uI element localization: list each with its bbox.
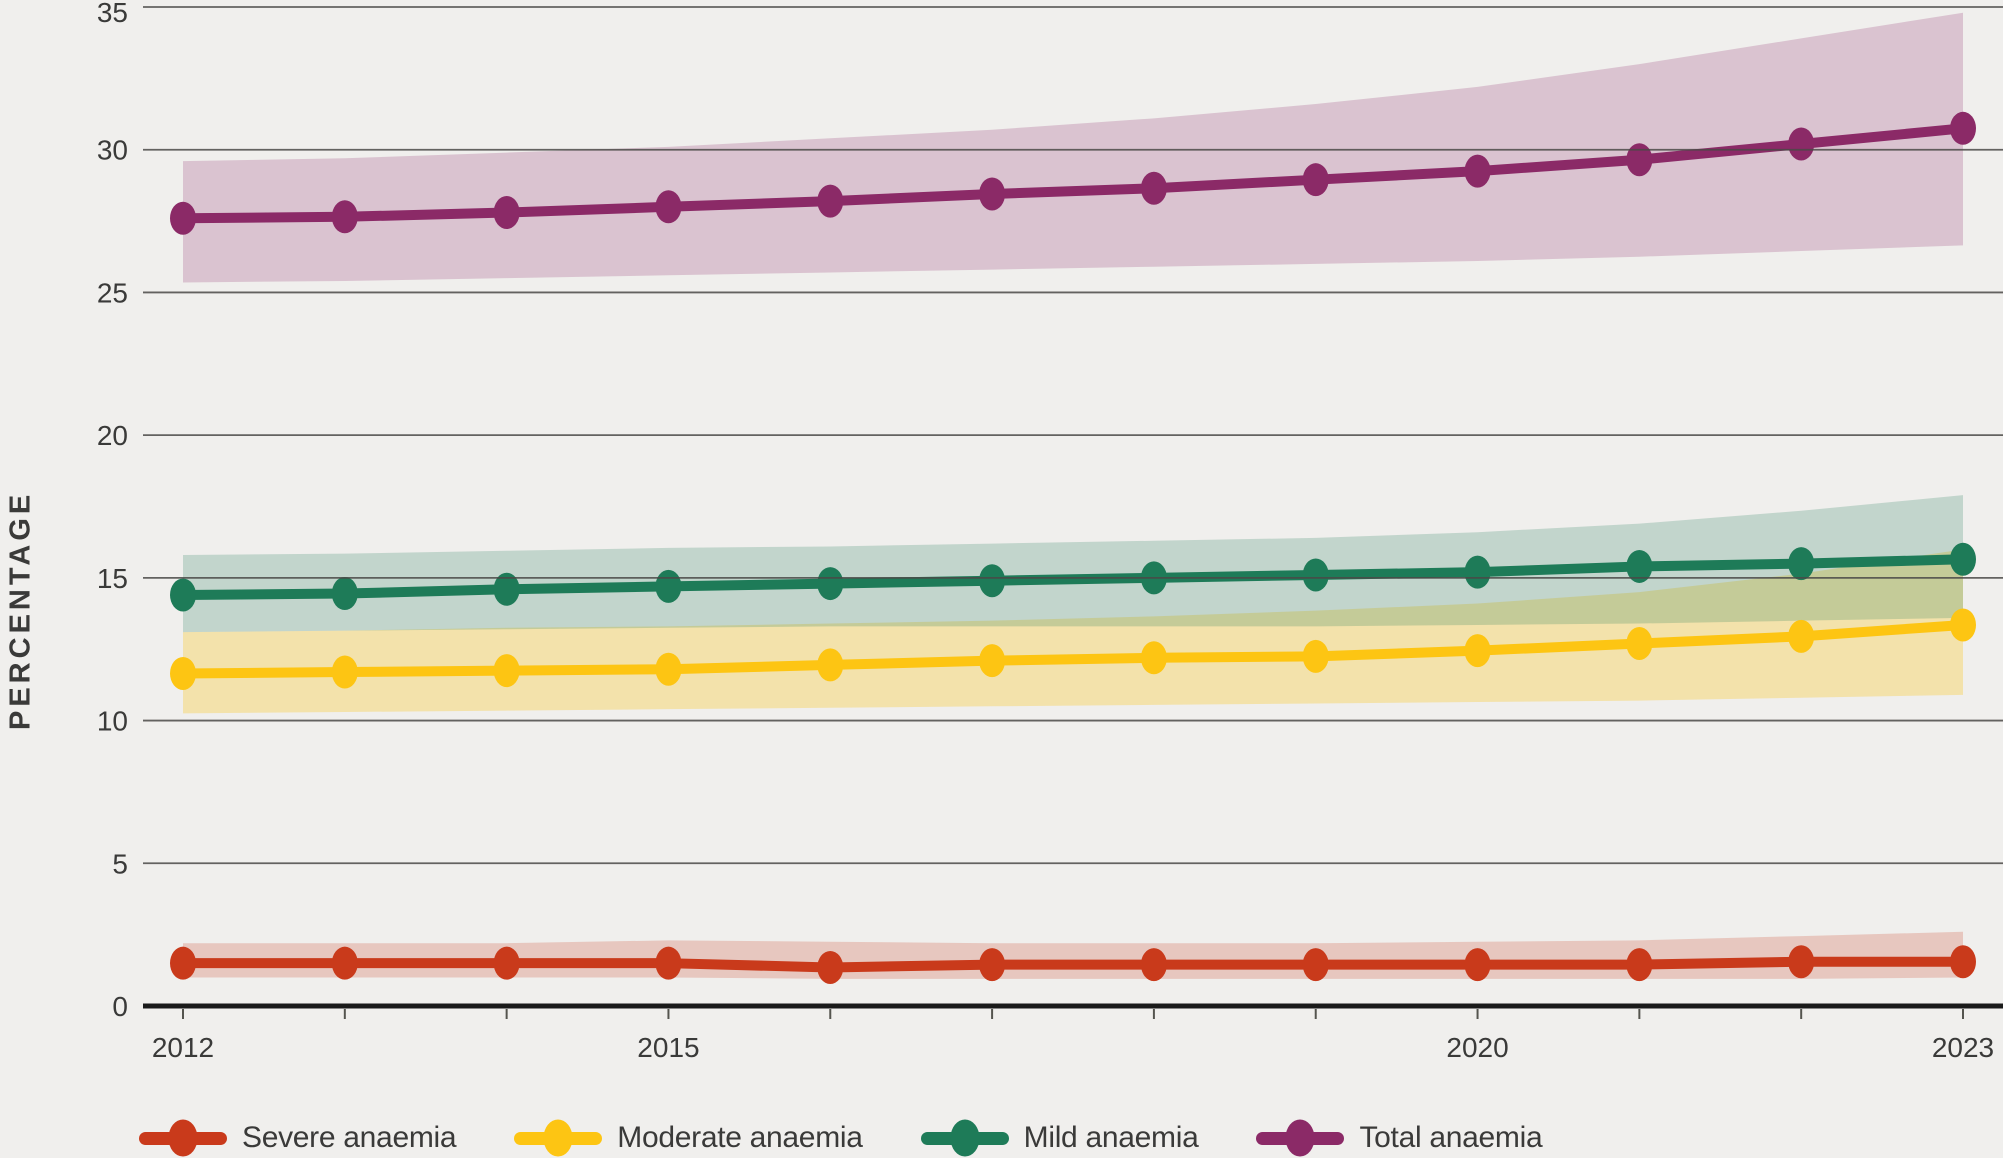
data-point-total-anaemia-2016: [817, 184, 844, 218]
data-point-mild-anaemia-2017: [979, 564, 1006, 598]
data-point-severe-anaemia-2019: [1302, 948, 1329, 982]
data-point-severe-anaemia-2017: [979, 948, 1006, 982]
axis-labels: 0 5 10 15 20 25 30 35 2012 2015 2020 2023: [97, 0, 1994, 1063]
legend-label: Moderate anaemia: [617, 1121, 863, 1154]
legend-marker-mild-anaemia: [920, 1119, 1009, 1157]
y-tick-label-15: 15: [97, 563, 128, 594]
data-point-moderate-anaemia-2021: [1626, 627, 1653, 661]
band-total-anaemia: [183, 12, 1963, 283]
data-point-moderate-anaemia-2023: [1950, 608, 1976, 642]
gridlines: [143, 6, 2003, 865]
data-point-severe-anaemia-2022: [1788, 945, 1815, 979]
x-axis: [143, 1003, 2003, 1019]
legend-label: Total anaemia: [1359, 1121, 1543, 1154]
line-moderate-anaemia: [178, 619, 1968, 679]
data-point-mild-anaemia-2014: [493, 572, 520, 606]
data-point-severe-anaemia-2021: [1626, 948, 1653, 982]
data-point-mild-anaemia-2013: [331, 577, 358, 611]
line-severe-anaemia: [178, 956, 1968, 973]
x-tick-label-2015: 2015: [637, 1032, 699, 1063]
y-tick-label-35: 35: [97, 0, 128, 28]
band-mild-anaemia: [183, 495, 1963, 633]
band-severe-anaemia: [183, 931, 1963, 979]
data-point-total-anaemia-2017: [979, 177, 1006, 211]
data-point-mild-anaemia-2019: [1302, 558, 1329, 592]
data-point-severe-anaemia-2020: [1464, 948, 1491, 982]
legend-dot-severe-anaemia: [168, 1119, 198, 1157]
data-point-mild-anaemia-2016: [817, 567, 844, 601]
legend-dot-total-anaemia: [1285, 1119, 1315, 1157]
line-mild-anaemia: [178, 554, 1968, 600]
data-point-mild-anaemia-2012: [170, 578, 196, 612]
data-point-mild-anaemia-2020: [1464, 555, 1491, 589]
data-point-moderate-anaemia-2016: [817, 648, 844, 682]
data-point-moderate-anaemia-2018: [1140, 641, 1167, 675]
data-point-severe-anaemia-2023: [1950, 945, 1976, 979]
data-point-total-anaemia-2018: [1140, 171, 1167, 205]
data-point-mild-anaemia-2022: [1788, 547, 1815, 581]
data-point-moderate-anaemia-2014: [493, 654, 520, 688]
y-tick-label-5: 5: [112, 848, 128, 879]
line-total-anaemia: [178, 123, 1968, 224]
legend-marker-total-anaemia: [1256, 1119, 1345, 1157]
data-point-moderate-anaemia-2015: [655, 652, 682, 686]
legend-item-total-anaemia: Total anaemia: [1256, 1119, 1543, 1157]
data-point-total-anaemia-2022: [1788, 127, 1815, 161]
data-point-moderate-anaemia-2019: [1302, 639, 1329, 673]
legend-marker-severe-anaemia: [139, 1119, 227, 1157]
data-point-moderate-anaemia-2013: [331, 655, 358, 689]
data-point-total-anaemia-2015: [655, 190, 682, 224]
legend-dot-moderate-anaemia: [543, 1119, 573, 1157]
data-point-severe-anaemia-2014: [493, 946, 520, 980]
x-tick-label-2023: 2023: [1932, 1032, 1994, 1063]
data-point-moderate-anaemia-2012: [170, 656, 196, 690]
x-tick-label-2020: 2020: [1446, 1032, 1508, 1063]
series-lines: [170, 111, 1976, 984]
data-point-total-anaemia-2023: [1950, 111, 1976, 145]
data-point-mild-anaemia-2015: [655, 569, 682, 603]
data-point-moderate-anaemia-2020: [1464, 634, 1491, 668]
data-point-total-anaemia-2020: [1464, 154, 1491, 188]
legend-label: Severe anaemia: [242, 1121, 457, 1154]
y-tick-label-10: 10: [97, 706, 128, 737]
legend-dot-mild-anaemia: [950, 1119, 980, 1157]
data-point-total-anaemia-2019: [1302, 163, 1329, 197]
legend-item-moderate-anaemia: Moderate anaemia: [514, 1119, 863, 1157]
data-point-total-anaemia-2014: [493, 196, 520, 230]
legend-item-mild-anaemia: Mild anaemia: [920, 1119, 1199, 1157]
y-tick-label-20: 20: [97, 420, 128, 451]
data-point-severe-anaemia-2018: [1140, 948, 1167, 982]
data-point-moderate-anaemia-2017: [979, 644, 1006, 678]
data-point-severe-anaemia-2012: [170, 946, 196, 980]
data-point-severe-anaemia-2013: [331, 946, 358, 980]
y-tick-label-30: 30: [97, 135, 128, 166]
data-point-mild-anaemia-2023: [1950, 542, 1976, 576]
data-point-mild-anaemia-2021: [1626, 549, 1653, 583]
y-tick-label-0: 0: [112, 991, 128, 1022]
data-point-severe-anaemia-2015: [655, 946, 682, 980]
legend-item-severe-anaemia: Severe anaemia: [139, 1119, 457, 1157]
data-point-severe-anaemia-2016: [817, 950, 844, 984]
y-tick-label-25: 25: [97, 277, 128, 308]
x-tick-label-2012: 2012: [152, 1032, 214, 1063]
data-point-moderate-anaemia-2022: [1788, 619, 1815, 653]
data-point-total-anaemia-2012: [170, 201, 196, 235]
legend-marker-moderate-anaemia: [514, 1119, 603, 1157]
data-point-total-anaemia-2021: [1626, 143, 1653, 177]
legend: Severe anaemia Moderate anaemia Mild anaem…: [0, 1119, 2003, 1157]
data-point-total-anaemia-2013: [331, 200, 358, 234]
legend-label: Mild anaemia: [1023, 1121, 1199, 1154]
